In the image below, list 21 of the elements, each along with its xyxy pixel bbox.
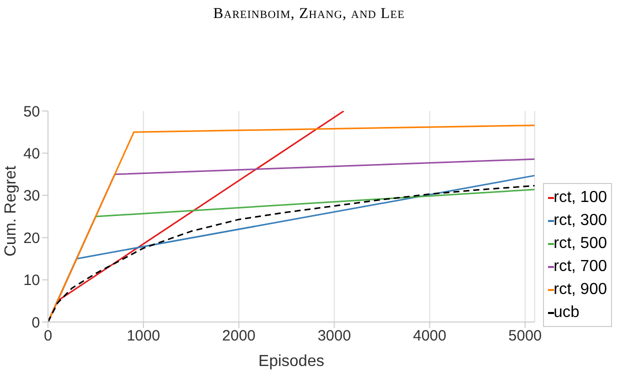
legend-label: ucb [554, 303, 580, 323]
legend-label: rct, 500 [554, 234, 607, 254]
y-tick-label: 20 [23, 230, 40, 247]
legend-label: rct, 100 [554, 188, 607, 208]
y-tick-label: 40 [23, 146, 40, 163]
x-tick-label: 1000 [126, 328, 160, 345]
y-tick-label: 10 [23, 272, 40, 290]
legend-label: rct, 300 [554, 211, 607, 231]
text: Bareinboim, Zhang, and Lee [213, 6, 405, 22]
y-tick-label: 50 [23, 103, 40, 120]
legend-label: rct, 700 [554, 257, 607, 277]
x-tick-label: 4000 [412, 328, 446, 345]
x-axis-title: Episodes [258, 353, 324, 370]
x-tick-label: 2000 [222, 328, 256, 345]
y-tick-label: 30 [23, 188, 40, 205]
y-tick-label: 0 [32, 314, 40, 332]
legend-label: rct, 900 [554, 280, 607, 300]
x-tick-label: 3000 [318, 328, 351, 345]
y-axis-title: Cum. Regret [2, 165, 20, 256]
x-tick-label: 5000 [508, 328, 542, 345]
x-tick-label: 0 [44, 328, 52, 345]
